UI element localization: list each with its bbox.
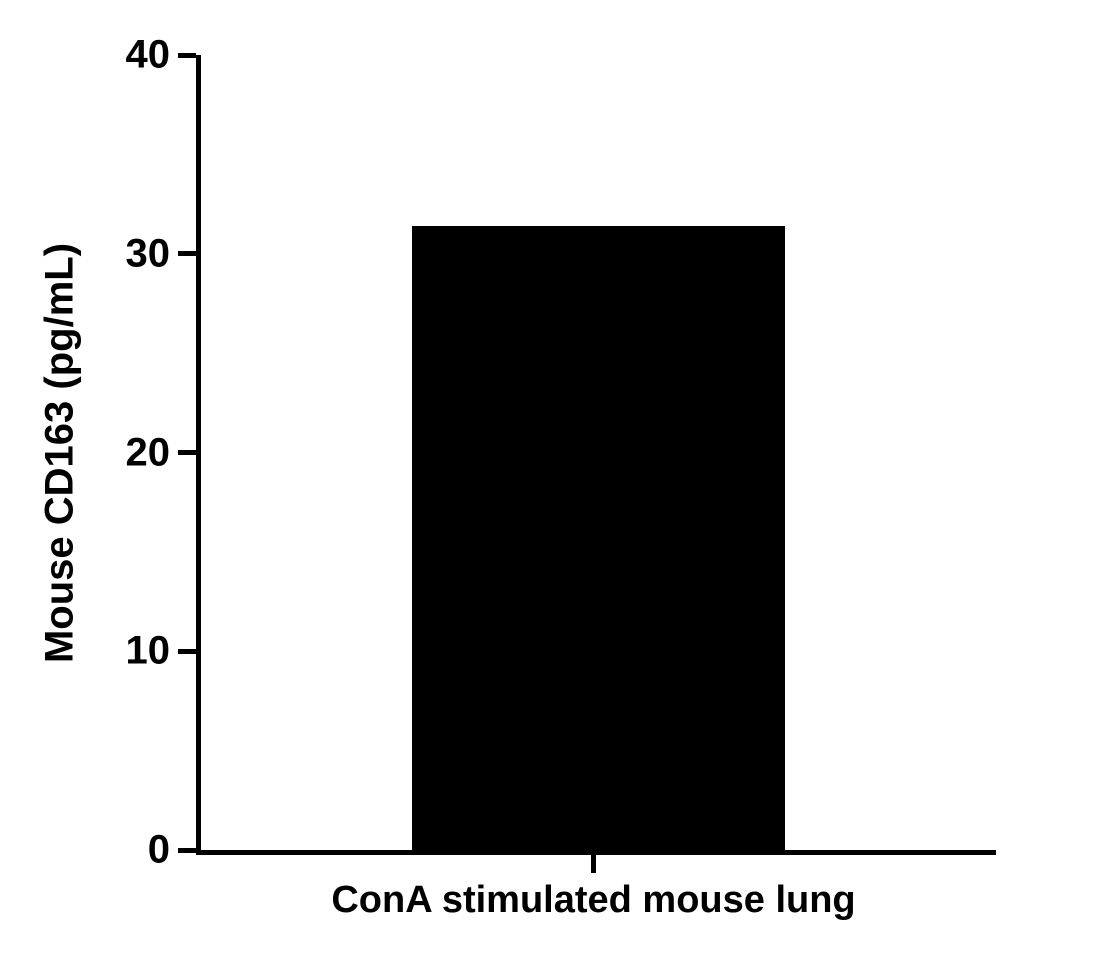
y-tick-mark [178, 450, 196, 455]
y-tick-mark [178, 848, 196, 853]
y-tick-label: 0 [0, 828, 170, 873]
y-tick-label: 40 [0, 33, 170, 78]
y-tick-mark [178, 251, 196, 256]
y-tick-label: 10 [0, 629, 170, 674]
x-category-label: ConA stimulated mouse lung [331, 879, 855, 922]
plot-area [196, 55, 996, 855]
x-tick-mark [591, 855, 596, 873]
chart-container: Mouse CD163 (pg/mL) 010203040ConA stimul… [0, 0, 1114, 967]
y-tick-label: 20 [0, 430, 170, 475]
bar [412, 226, 786, 850]
y-tick-mark [178, 53, 196, 58]
y-tick-label: 30 [0, 231, 170, 276]
y-tick-mark [178, 649, 196, 654]
